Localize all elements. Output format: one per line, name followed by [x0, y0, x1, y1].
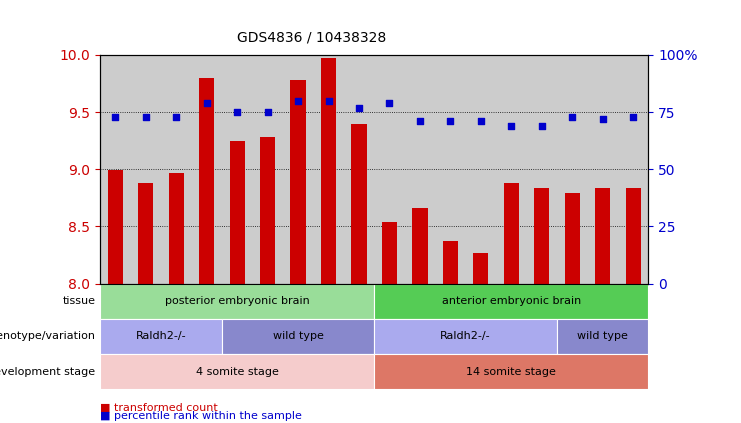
Bar [321, 58, 336, 284]
Point [140, 113, 152, 120]
Bar [473, 253, 488, 284]
Bar [382, 222, 397, 284]
Point [505, 123, 517, 129]
Point [322, 97, 334, 104]
Bar [260, 137, 275, 284]
Bar [565, 193, 580, 284]
Bar [625, 188, 641, 284]
Point [445, 118, 456, 125]
Bar [534, 188, 549, 284]
Bar [230, 141, 245, 284]
Bar [374, 354, 648, 389]
Point [353, 104, 365, 111]
Text: 4 somite stage: 4 somite stage [196, 367, 279, 376]
Bar [374, 319, 557, 354]
Point [566, 113, 578, 120]
Bar [443, 242, 458, 284]
Bar [504, 183, 519, 284]
Bar [351, 124, 367, 284]
Text: development stage: development stage [0, 367, 96, 376]
Bar [199, 78, 214, 284]
Text: wild type: wild type [577, 331, 628, 341]
Bar [222, 319, 374, 354]
Point [536, 123, 548, 129]
Text: GDS4836 / 10438328: GDS4836 / 10438328 [236, 30, 386, 44]
Point [627, 113, 639, 120]
Bar [100, 284, 374, 319]
Bar [100, 319, 222, 354]
Point [262, 109, 273, 115]
Text: wild type: wild type [273, 331, 324, 341]
Point [597, 115, 608, 122]
Point [475, 118, 487, 125]
Bar [374, 284, 648, 319]
Bar [107, 170, 123, 284]
Text: Raldh2-/-: Raldh2-/- [440, 331, 491, 341]
Point [384, 100, 396, 107]
Text: ■ transformed count: ■ transformed count [100, 402, 218, 412]
Bar [138, 183, 153, 284]
Point [292, 97, 304, 104]
Bar [290, 80, 306, 284]
Text: genotype/variation: genotype/variation [0, 331, 96, 341]
Bar [557, 319, 648, 354]
Text: tissue: tissue [62, 296, 96, 306]
Point [170, 113, 182, 120]
Bar [412, 208, 428, 284]
Bar [169, 173, 184, 284]
Point [414, 118, 426, 125]
Text: 14 somite stage: 14 somite stage [466, 367, 556, 376]
Text: ■ percentile rank within the sample: ■ percentile rank within the sample [100, 411, 302, 421]
Bar [100, 354, 374, 389]
Text: Raldh2-/-: Raldh2-/- [136, 331, 186, 341]
Point [110, 113, 122, 120]
Text: posterior embryonic brain: posterior embryonic brain [165, 296, 310, 306]
Text: anterior embryonic brain: anterior embryonic brain [442, 296, 581, 306]
Point [201, 100, 213, 107]
Bar [595, 188, 611, 284]
Point [231, 109, 243, 115]
